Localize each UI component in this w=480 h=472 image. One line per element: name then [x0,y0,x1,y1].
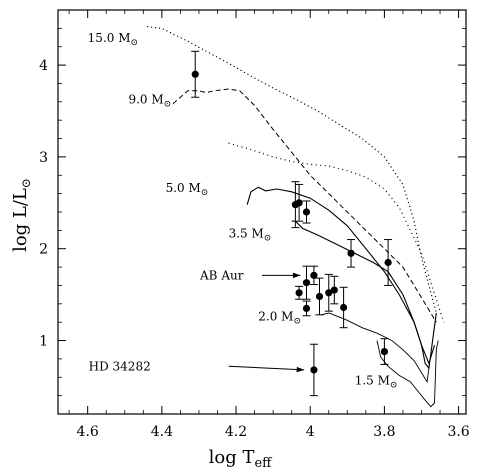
data-point [302,304,311,313]
y-tick-label: 4 [39,58,48,74]
evolutionary-tracks: 15.0 M⊙9.0 M⊙5.0 M⊙3.5 M⊙2.0 M⊙1.5 M⊙ [88,25,445,408]
annotation-arrow-head [296,366,305,373]
annotation-label: AB Aur [199,268,244,282]
sun-subscript: ⊙ [293,316,301,326]
x-axis-title: log Teff [209,447,274,471]
track-line [246,186,437,370]
data-point [310,271,318,279]
sun-subscript: ⊙ [131,38,139,48]
data-point [340,303,348,312]
track-mass-label: 1.5 M⊙ [355,374,398,391]
x-tick-label: 4 [306,424,315,440]
x-tick-label: 3.6 [447,424,469,440]
axis-ticks: 4.6 4.4 4.2 4 3.8 3.6 1 2 3 4 [39,10,470,440]
track-mass-label: 2.0 M⊙ [258,309,301,326]
sun-subscript: ⊙ [390,381,398,391]
track-mass-label: 3.5 M⊙ [229,227,272,244]
track-mass-value: 5.0 M [166,181,201,195]
track-mass-label: 15.0 M⊙ [88,31,138,48]
annotation-arrow-head [292,272,301,279]
track-line [172,88,437,323]
x-axis-title-main: log T [209,447,255,468]
track-mass-value: 3.5 M [229,227,264,241]
data-point [347,249,355,257]
sun-subscript: ⊙ [164,100,172,110]
track-mass-label: 5.0 M⊙ [166,181,209,198]
annotation-label: HD 34282 [89,359,151,373]
y-tick-label: 2 [39,242,48,258]
y-axis-title-main: log L/L [10,188,31,252]
x-tick-label: 4.4 [151,424,173,440]
y-axis-title-sub: ⊙ [19,178,33,188]
data-point [380,347,388,356]
annotation-arrow-line [228,365,305,371]
track-mass-value: 15.0 M [88,31,131,45]
data-point [295,199,303,207]
track-mass-label: 9.0 M⊙ [128,93,171,110]
data-point [325,289,333,297]
data-point [384,258,392,267]
data-point [295,289,303,297]
track-line [376,340,439,408]
y-axis-title: log L/L⊙ [10,178,33,252]
track-mass-value: 9.0 M [128,93,163,107]
y-tick-label: 1 [39,334,48,350]
data-point [191,70,199,78]
x-tick-label: 4.6 [77,424,99,440]
x-tick-label: 3.8 [373,424,395,440]
annotations: AB Aur HD 34282 [89,268,305,373]
track-line [291,220,436,366]
data-points [191,50,393,397]
plot-frame [57,9,467,415]
data-point [302,279,311,287]
track-line [146,25,437,314]
x-tick-label: 4.2 [225,424,247,440]
track-mass-value: 2.0 M [258,309,293,323]
data-point [315,292,324,301]
y-tick-label: 3 [39,150,48,166]
x-axis-title-sub: eff [254,456,273,471]
data-point [310,366,318,374]
data-point [330,286,338,294]
data-point [302,208,311,216]
track-line [321,312,430,384]
sun-subscript: ⊙ [201,188,209,198]
sun-subscript: ⊙ [264,234,272,244]
track-mass-value: 1.5 M [355,374,390,388]
